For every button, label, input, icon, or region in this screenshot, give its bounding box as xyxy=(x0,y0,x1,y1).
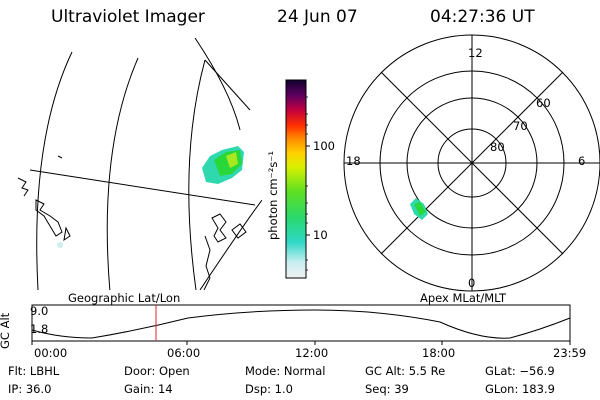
altitude-ytick-1-8: 1.8 xyxy=(30,322,49,336)
coastline xyxy=(17,177,29,197)
polar-lat-60: 60 xyxy=(536,96,551,110)
info-gcalt: GC Alt: 5.5 Re xyxy=(365,364,446,378)
polar-mlt-18: 18 xyxy=(346,154,361,168)
map-meridian xyxy=(106,57,139,290)
map-parallel xyxy=(199,199,262,290)
polar-mlt-6: 6 xyxy=(578,154,586,168)
coastline xyxy=(211,213,227,243)
colorbar-tick-10: 10 xyxy=(313,228,328,242)
polar-aurora-patch xyxy=(414,202,426,216)
info-mode: Mode: Normal xyxy=(245,364,326,378)
date-label: 24 Jun 07 xyxy=(277,7,358,27)
info-door: Door: Open xyxy=(124,364,190,378)
coastline xyxy=(35,199,63,237)
altitude-ylabel: GC Alt xyxy=(0,312,12,349)
altitude-panel xyxy=(31,304,571,345)
coastline xyxy=(203,235,211,290)
colorbar-tick-100: 100 xyxy=(313,139,335,153)
info-glat: GLat: −56.9 xyxy=(485,364,555,378)
map-meridian xyxy=(188,59,206,290)
xtick-0600: 06:00 xyxy=(167,346,201,360)
xtick-0000: 00:00 xyxy=(34,346,68,360)
colorbar-unit-label: photon cm⁻²s⁻¹ xyxy=(266,151,280,240)
coastline xyxy=(57,155,63,159)
coastline xyxy=(63,226,71,242)
info-gain: Gain: 14 xyxy=(124,382,173,396)
polar-lat-80: 80 xyxy=(490,140,505,154)
geographic-map xyxy=(17,38,262,290)
left-projection-title: Geographic Lat/Lon xyxy=(68,291,181,305)
map-meridian xyxy=(204,59,251,111)
map-meridian xyxy=(36,51,73,290)
aurora-patch xyxy=(226,152,238,168)
info-ip: IP: 36.0 xyxy=(8,382,52,396)
map-line xyxy=(29,169,256,206)
map-parallel xyxy=(194,38,241,131)
coastline xyxy=(231,223,247,239)
polar-mlt-0: 0 xyxy=(468,276,476,290)
polar-plot xyxy=(343,34,600,292)
polar-mlt-12: 12 xyxy=(468,46,483,60)
time-label: 04:27:36 UT xyxy=(430,7,535,27)
info-dsp: Dsp: 1.0 xyxy=(245,382,293,396)
right-projection-title: Apex MLat/MLT xyxy=(420,291,507,305)
colorbar xyxy=(285,79,307,279)
altitude-ytick-9: 9.0 xyxy=(30,304,49,318)
altitude-curve xyxy=(31,309,571,339)
xtick-2359: 23:59 xyxy=(553,346,587,360)
app-title: Ultraviolet Imager xyxy=(51,7,205,27)
info-seq: Seq: 39 xyxy=(365,382,409,396)
polar-lat-70: 70 xyxy=(513,119,528,133)
xtick-1200: 12:00 xyxy=(295,346,329,360)
info-glon: GLon: 183.9 xyxy=(485,382,555,396)
xtick-1800: 18:00 xyxy=(422,346,456,360)
info-flt: Flt: LBHL xyxy=(8,364,60,378)
